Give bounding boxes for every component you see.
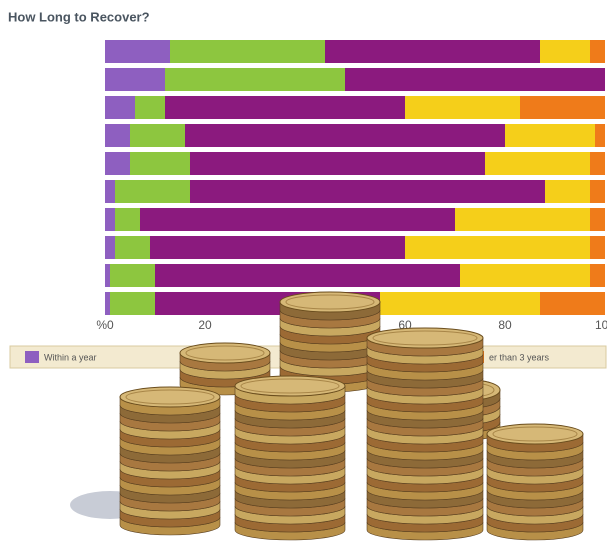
bar-segment bbox=[520, 96, 605, 119]
chart-title: How Long to Recover? bbox=[8, 9, 150, 24]
coin-face bbox=[486, 423, 584, 445]
coin-face bbox=[234, 375, 346, 397]
coin-face bbox=[279, 291, 381, 313]
bar-segment bbox=[105, 124, 130, 147]
bar-segment bbox=[170, 40, 325, 63]
bar-segment bbox=[105, 236, 115, 259]
bar-segment bbox=[590, 264, 605, 287]
coin-rim bbox=[185, 345, 265, 361]
bar-segment bbox=[590, 180, 605, 203]
bar-segment bbox=[105, 40, 170, 63]
bar-segment bbox=[190, 180, 545, 203]
bar-segment bbox=[105, 96, 135, 119]
x-tick-label: 20 bbox=[198, 318, 212, 332]
bar-segment bbox=[455, 208, 590, 231]
bar-segment bbox=[505, 124, 595, 147]
bar-segment bbox=[155, 264, 460, 287]
bar-segment bbox=[115, 180, 190, 203]
bar-segment bbox=[590, 152, 605, 175]
bar-segment bbox=[590, 208, 605, 231]
x-tick-label: 80 bbox=[498, 318, 512, 332]
bar-segment bbox=[105, 264, 110, 287]
bar-segment bbox=[130, 124, 185, 147]
bar-segment bbox=[110, 292, 155, 315]
coin-face bbox=[119, 386, 221, 408]
coin-rim bbox=[125, 389, 215, 405]
bar-segment bbox=[540, 292, 605, 315]
bar-segment bbox=[150, 236, 405, 259]
coin-rim bbox=[240, 378, 340, 394]
bar-segment bbox=[105, 208, 115, 231]
bar-segment bbox=[140, 208, 455, 231]
bar-segment bbox=[540, 40, 590, 63]
bar-segment bbox=[105, 68, 165, 91]
bar-segment bbox=[165, 96, 405, 119]
bar-segment bbox=[105, 292, 110, 315]
coin-face bbox=[179, 342, 271, 364]
bar-segment bbox=[590, 40, 605, 63]
bar-segment bbox=[590, 236, 605, 259]
x-tick-label: 100 bbox=[595, 318, 607, 332]
bar-segment bbox=[115, 236, 150, 259]
bar-segment bbox=[405, 96, 520, 119]
coin-rim bbox=[492, 426, 578, 442]
bar-segment bbox=[185, 124, 505, 147]
bar-segment bbox=[110, 264, 155, 287]
legend-label: er than 3 years bbox=[489, 352, 550, 362]
bar-segment bbox=[545, 180, 590, 203]
bar-segment bbox=[135, 96, 165, 119]
bar-segment bbox=[105, 180, 115, 203]
bar-segment bbox=[115, 208, 140, 231]
bar-segment bbox=[485, 152, 590, 175]
bar-segment bbox=[105, 152, 130, 175]
coin-rim bbox=[285, 294, 375, 310]
bar-segment bbox=[130, 152, 190, 175]
bar-segment bbox=[405, 236, 590, 259]
legend-label: Within a year bbox=[44, 352, 97, 362]
bar-segment bbox=[380, 292, 540, 315]
coin-rim bbox=[372, 330, 478, 346]
bar-segment bbox=[595, 124, 605, 147]
bar-segment bbox=[190, 152, 485, 175]
bar-segment bbox=[460, 264, 590, 287]
x-tick-label: %0 bbox=[96, 318, 114, 332]
bar-segment bbox=[325, 40, 540, 63]
bar-segment bbox=[345, 68, 605, 91]
bar-segment bbox=[165, 68, 345, 91]
coin-pile bbox=[70, 291, 584, 541]
legend-swatch bbox=[25, 351, 39, 363]
coin-face bbox=[366, 327, 484, 349]
